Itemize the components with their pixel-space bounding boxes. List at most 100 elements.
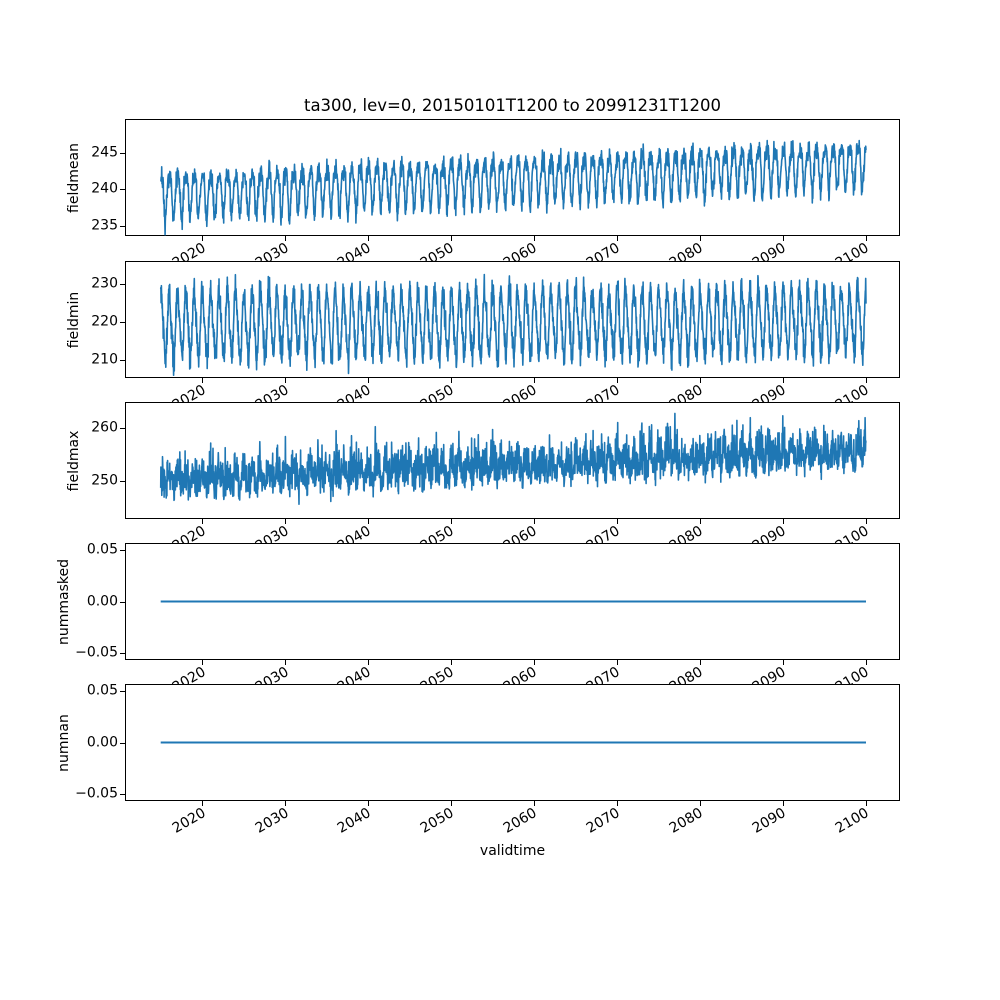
y-tick-label: 220 — [91, 313, 118, 330]
y-tick-label: 0.00 — [86, 734, 118, 751]
y-axis-label-numnan: numnan — [56, 713, 72, 772]
x-tick — [865, 660, 867, 665]
x-tick-label: 2060 — [501, 805, 541, 837]
x-tick-label: 2100 — [833, 240, 872, 272]
x-tick-label: 2080 — [667, 382, 707, 414]
nummasked-line-series — [160, 600, 866, 603]
y-tick-label: 0.05 — [86, 541, 118, 558]
y-axis-label-fieldmean: fieldmean — [66, 142, 82, 213]
x-tick-label: 2020 — [169, 664, 209, 696]
y-axis-label-nummasked: nummasked — [56, 558, 72, 645]
x-tick-label: 2090 — [750, 523, 790, 555]
x-tick-label: 2070 — [584, 805, 624, 837]
x-tick — [865, 378, 867, 383]
fieldmean-line — [160, 139, 867, 236]
x-tick-label: 2030 — [252, 664, 292, 696]
y-tick-label: 245 — [91, 144, 118, 161]
x-tick — [368, 236, 370, 241]
x-tick — [865, 236, 867, 241]
x-tick-label: 2060 — [501, 664, 541, 696]
x-tick-label: 2040 — [335, 664, 375, 696]
x-tick-label: 2020 — [169, 382, 209, 414]
y-tick — [120, 690, 125, 692]
x-tick-label: 2030 — [252, 240, 292, 272]
x-tick-label: 2080 — [667, 805, 707, 837]
x-tick — [285, 236, 287, 241]
fieldmax-line-series — [159, 412, 867, 505]
y-axis-label-fieldmax: fieldmax — [66, 430, 82, 491]
x-tick-label: 2050 — [418, 805, 458, 837]
x-tick-label: 2020 — [169, 523, 209, 555]
x-tick — [700, 519, 702, 524]
x-tick-label: 2070 — [584, 240, 624, 272]
y-tick — [120, 225, 125, 227]
x-tick — [534, 801, 536, 806]
plot-area-numnan — [125, 684, 900, 801]
y-tick-label: 0.00 — [86, 593, 118, 610]
x-tick-label: 2050 — [418, 382, 458, 414]
y-tick — [120, 481, 125, 483]
y-tick — [120, 549, 125, 551]
x-tick — [202, 378, 204, 383]
x-tick — [368, 519, 370, 524]
x-tick — [285, 378, 287, 383]
fieldmin-line-series — [159, 273, 867, 376]
x-tick — [534, 236, 536, 241]
x-tick — [285, 519, 287, 524]
x-tick — [451, 660, 453, 665]
y-tick-label: 235 — [91, 217, 118, 234]
x-tick — [368, 801, 370, 806]
chart-title: ta300, lev=0, 20150101T1200 to 20991231T… — [303, 96, 722, 115]
y-axis-label-fieldmin: fieldmin — [66, 291, 82, 348]
x-tick — [865, 801, 867, 806]
x-tick-label: 2040 — [335, 805, 375, 837]
x-tick — [285, 660, 287, 665]
x-tick-label: 2060 — [501, 240, 541, 272]
y-tick-label: 0.05 — [86, 682, 118, 699]
x-tick — [534, 378, 536, 383]
numnan-line-series — [160, 741, 866, 744]
x-tick — [451, 801, 453, 806]
x-tick — [617, 660, 619, 665]
x-tick — [700, 378, 702, 383]
fieldmin-line — [159, 273, 867, 376]
y-tick — [120, 322, 125, 324]
x-tick-label: 2070 — [584, 523, 624, 555]
y-tick-label: 240 — [91, 181, 118, 198]
x-tick-label: 2100 — [833, 805, 872, 837]
x-tick — [202, 236, 204, 241]
y-tick-label: −0.05 — [75, 785, 118, 802]
x-tick — [783, 801, 784, 806]
x-tick — [617, 378, 619, 383]
x-tick — [783, 660, 784, 665]
y-tick — [120, 653, 125, 655]
plot-area-fieldmax — [125, 402, 900, 519]
x-tick — [700, 236, 702, 241]
x-tick — [202, 519, 204, 524]
y-tick-label: −0.05 — [75, 644, 118, 661]
x-tick-label: 2090 — [750, 382, 790, 414]
plot-area-fieldmin — [125, 261, 900, 378]
x-tick-label: 2050 — [418, 523, 458, 555]
x-tick-label: 2070 — [584, 382, 624, 414]
x-tick — [285, 801, 287, 806]
y-tick — [120, 428, 125, 430]
x-tick-label: 2060 — [501, 382, 541, 414]
x-tick-label: 2080 — [667, 664, 707, 696]
x-tick-label: 2100 — [833, 664, 872, 696]
x-tick-label: 2040 — [335, 240, 375, 272]
y-tick — [120, 742, 125, 744]
x-tick-label: 2090 — [750, 664, 790, 696]
x-tick-label: 2080 — [667, 523, 707, 555]
x-tick-label: 2100 — [833, 523, 872, 555]
x-tick-label: 2090 — [750, 240, 790, 272]
y-tick-label: 250 — [91, 473, 118, 490]
fieldmean-line-series — [160, 139, 867, 236]
x-tick — [451, 236, 453, 241]
x-tick — [202, 801, 204, 806]
plot-area-nummasked — [125, 543, 900, 660]
x-tick-label: 2100 — [833, 382, 872, 414]
y-tick — [120, 153, 125, 155]
x-tick-label: 2050 — [418, 664, 458, 696]
